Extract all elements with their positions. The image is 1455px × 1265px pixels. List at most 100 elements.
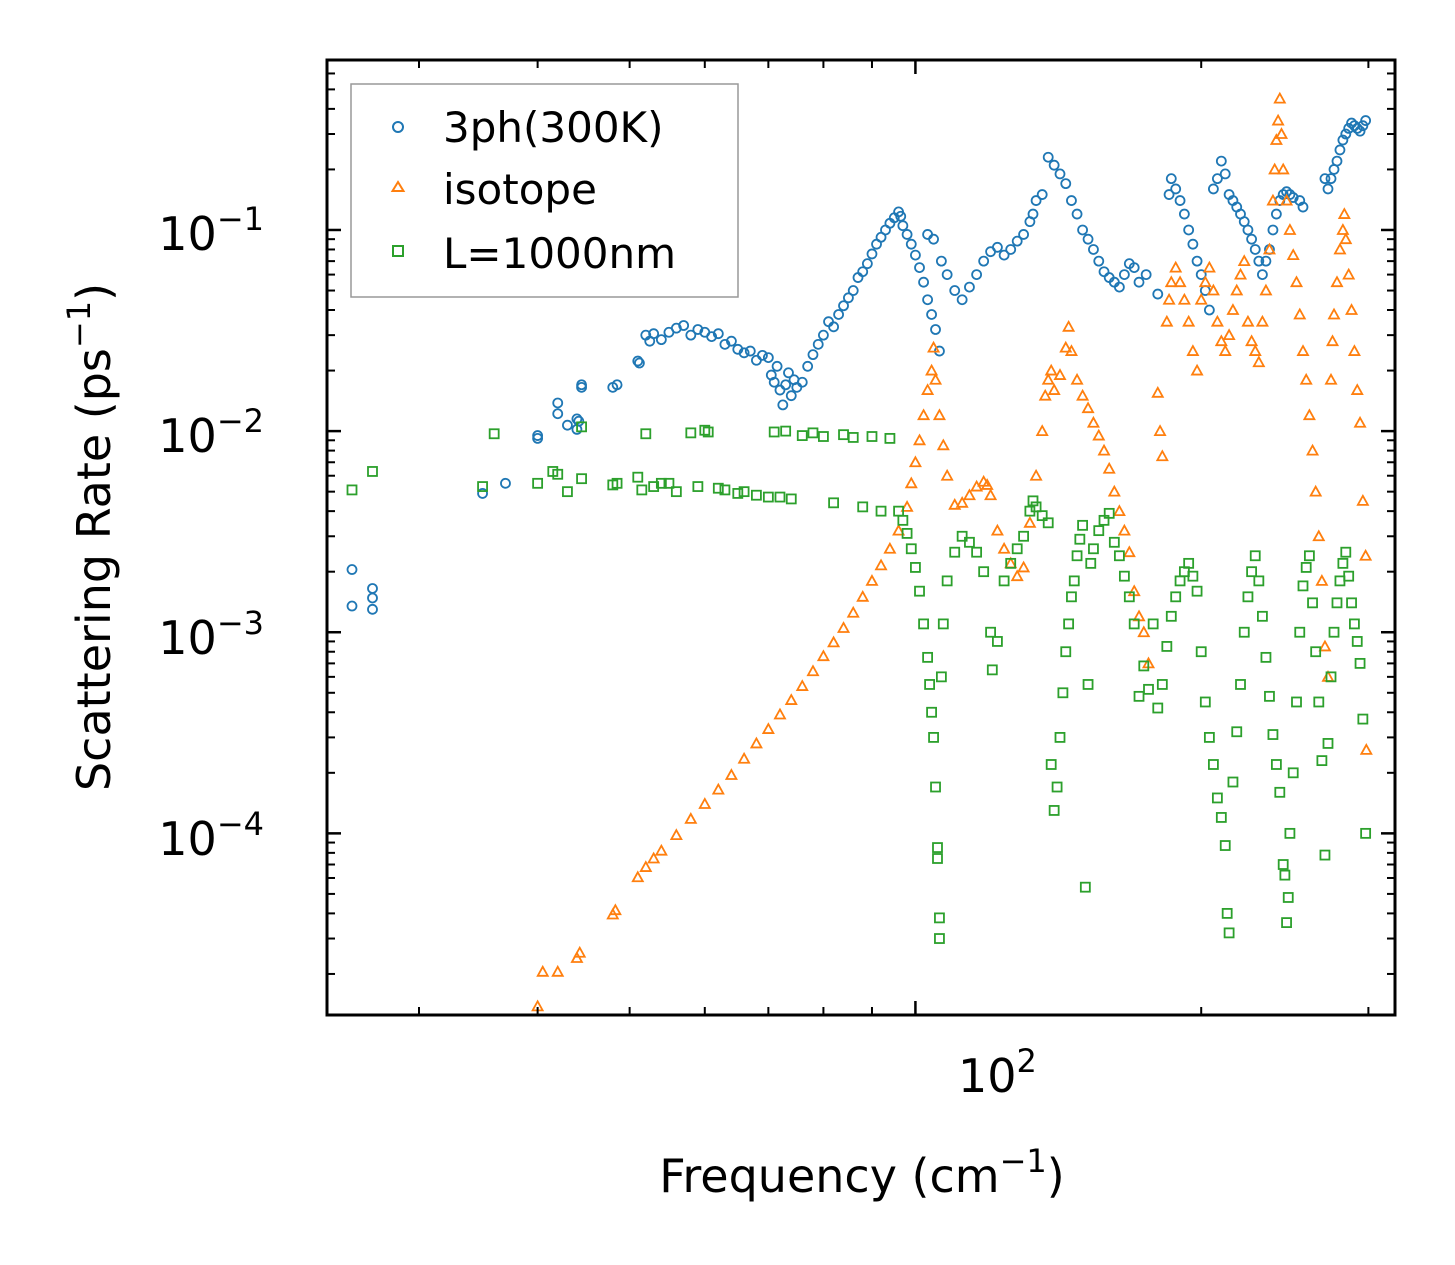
data-point-l-1000nm [1156,679,1168,690]
data-point-isotope [1186,344,1200,356]
data-point-l-1000nm [866,431,878,442]
data-point-3ph-300k [807,349,819,361]
data-point-3ph-300k [1253,255,1265,267]
data-point-3ph-300k [780,379,792,391]
data-point-l-1000nm [1331,597,1343,609]
data-point-l-1000nm [1300,562,1312,573]
data-point-isotope [1017,560,1031,573]
data-point-3ph-300k [771,360,783,372]
data-point-l-1000nm [1310,646,1322,658]
data-point-3ph-300k [1128,262,1140,274]
data-point-l-1000nm [1249,550,1261,562]
data-point-3ph-300k [1133,276,1145,288]
data-point-3ph-300k [477,488,488,499]
data-point-isotope [1259,283,1273,296]
data-point-l-1000nm [935,671,947,683]
data-point-isotope [806,664,820,677]
data-point-l-1000nm [922,651,934,663]
data-point-l-1000nm [1123,591,1135,603]
data-point-l-1000nm [1322,738,1334,749]
data-point-isotope [1102,461,1116,474]
data-point-3ph-300k [1260,255,1272,267]
data-point-isotope [1241,314,1255,327]
data-point-l-1000nm [1170,591,1182,603]
data-point-l-1000nm [964,536,975,548]
data-point-isotope [795,679,809,691]
data-point-l-1000nm [1215,812,1227,823]
data-point-3ph-300k [768,376,780,388]
data-point-3ph-300k [1203,304,1215,316]
series-3ph-300k [346,115,1372,615]
data-point-3ph-300k [914,262,925,274]
data-point-3ph-300k [897,220,909,232]
data-point-isotope [1280,193,1294,206]
data-point-l-1000nm [1351,636,1363,647]
data-point-3ph-300k [1088,244,1099,255]
data-point-isotope [1194,292,1208,305]
data-point-l-1000nm [1221,907,1233,919]
data-point-l-1000nm [985,626,996,638]
data-point-l-1000nm [1246,566,1258,578]
y-tick-label-1e-1: 10−1 [158,200,264,261]
data-point-isotope [1286,248,1300,261]
data-point-isotope [1276,162,1290,175]
data-point-isotope [929,372,943,385]
data-point-3ph-300k [861,258,873,270]
data-point-isotope [654,843,668,856]
data-point-l-1000nm [1074,533,1086,545]
data-point-l-1000nm [751,489,762,501]
data-point-3ph-300k [833,309,844,320]
data-point-l-1000nm [1077,519,1088,531]
data-point-3ph-300k [346,564,358,575]
data-point-l-1000nm [1316,755,1328,767]
legend-box [350,83,739,298]
data-point-isotope [1202,260,1216,273]
data-point-3ph-300k [611,379,623,391]
data-point-3ph-300k [941,269,953,280]
data-point-isotope [1245,334,1259,347]
data-point-isotope [1333,242,1347,255]
data-point-3ph-300k [744,345,756,357]
y-tick-label-1e-2: 10−2 [158,402,264,463]
data-point-l-1000nm [1211,792,1223,804]
data-point-isotope [1023,515,1037,528]
data-point-isotope [1342,267,1356,280]
data-point-3ph-300k [838,300,849,312]
data-point-l-1000nm [934,933,945,944]
data-point-l-1000nm [1307,597,1318,609]
data-point-isotope [573,945,587,958]
data-point-3ph-300k [1360,115,1372,126]
data-point-l-1000nm [552,468,564,480]
data-point-isotope [912,433,927,446]
data-point-3ph-300k [1152,288,1164,300]
data-point-3ph-300k [1357,120,1369,132]
data-point-3ph-300k [678,320,690,331]
data-point-l-1000nm [978,566,990,578]
data-point-isotope [631,870,645,883]
data-point-3ph-300k [532,430,544,441]
data-point-isotope [1299,372,1313,385]
data-point-isotope [639,860,653,872]
data-point-3ph-300k [1215,155,1227,167]
legend: 3ph(300K) isotope L=1000nm [350,83,739,298]
data-point-3ph-300k [1325,173,1337,185]
data-point-isotope [1210,314,1224,327]
data-point-isotope [962,488,976,501]
data-point-l-1000nm [1199,696,1211,708]
data-point-isotope [1081,401,1095,414]
legend-marker-L1000nm [392,245,404,257]
data-point-isotope [1112,504,1126,517]
data-point-isotope [883,541,897,554]
data-point-isotope [1353,415,1367,428]
data-point-l-1000nm [1128,618,1140,630]
data-point-l-1000nm [663,477,675,489]
data-point-l-1000nm [1138,660,1150,672]
x-tick-label-1e2: 102 [958,1042,1037,1103]
data-point-3ph-300k [1207,183,1219,195]
data-point-l-1000nm [1235,679,1246,690]
data-point-3ph-300k [1331,155,1343,167]
data-point-l-1000nm [732,488,744,499]
data-point-isotope [940,468,954,481]
data-point-l-1000nm [932,853,943,864]
data-point-3ph-300k [1042,151,1054,163]
